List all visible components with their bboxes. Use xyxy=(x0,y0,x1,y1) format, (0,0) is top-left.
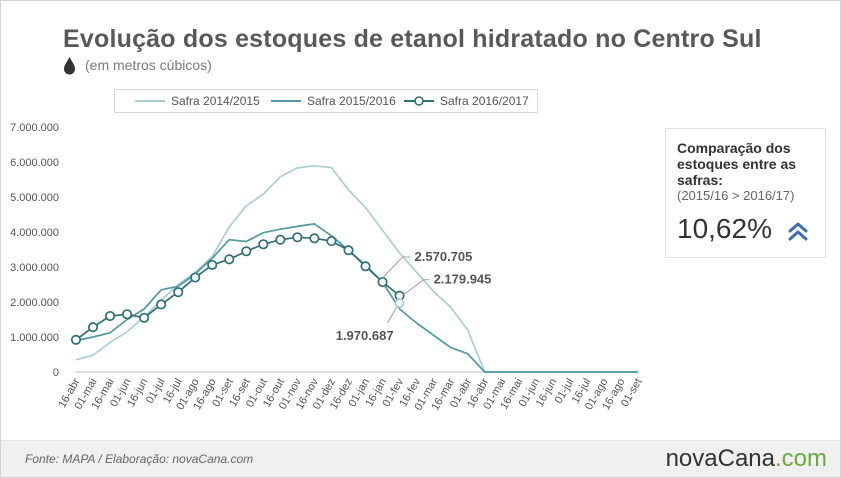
series-point xyxy=(309,233,320,244)
series-point xyxy=(207,259,218,270)
series-point xyxy=(173,287,184,298)
y-tick-label: 4.000.000 xyxy=(10,227,59,239)
comparison-value: 10,62% xyxy=(677,213,772,244)
series-point xyxy=(105,310,116,322)
axis-layer: 0 1.000.000 2.000.000 3.000.000 4.000.000 5.0… xyxy=(10,122,645,413)
comparison-card: Comparação dos estoques entre as safras:… xyxy=(665,128,826,258)
legend-label: Safra 2015/2016 xyxy=(307,94,396,108)
annotation-layer: 2.570.705 2.179.945 1.970.687 xyxy=(336,249,492,343)
comparison-title: Comparação dos estoques entre as safras: xyxy=(677,140,797,188)
series-point xyxy=(190,272,201,283)
chart-legend: Safra 2014/2015 Safra 2015/2016 Safra 20… xyxy=(114,89,538,113)
series-point xyxy=(122,309,133,320)
series-point xyxy=(258,239,269,250)
legend-swatch xyxy=(404,96,434,106)
extra-point xyxy=(394,298,405,308)
y-tick-label: 3.000.000 xyxy=(10,262,59,274)
legend-label: Safra 2016/2017 xyxy=(440,94,529,108)
comparison-subtitle: (2015/16 > 2016/17) xyxy=(677,188,795,203)
series-point xyxy=(156,299,167,310)
drop-icon xyxy=(64,57,75,75)
series-point xyxy=(326,236,337,247)
line-chart: 0 1.000.000 2.000.000 3.000.000 4.000.000 5.0… xyxy=(10,122,645,413)
series-point xyxy=(360,261,371,272)
brand-logo: novaCana.com xyxy=(666,445,827,473)
y-tick-label: 5.000.000 xyxy=(10,192,59,204)
y-tick-label: 1.000.000 xyxy=(10,332,59,344)
brand-name: novaCana xyxy=(665,445,775,472)
legend-item-2016-2017: Safra 2016/2017 xyxy=(404,90,529,112)
annotation-leader xyxy=(403,279,430,296)
legend-swatch xyxy=(271,100,301,102)
brand-tld: .com xyxy=(774,445,827,472)
y-tick-label: 6.000.000 xyxy=(10,157,59,169)
annotation-label: 1.970.687 xyxy=(336,328,394,343)
annotation-label: 2.179.945 xyxy=(434,272,492,287)
y-tick-label: 7.000.000 xyxy=(10,122,59,134)
series-line xyxy=(75,223,638,373)
page-title: Evolução dos estoques de etanol hidratad… xyxy=(63,25,762,53)
series-layer xyxy=(70,164,638,373)
series-point xyxy=(224,254,235,265)
legend-item-2014-2015: Safra 2014/2015 xyxy=(135,90,260,112)
annotation-leader xyxy=(382,256,411,279)
series-point xyxy=(70,334,82,345)
y-tick-label: 0 xyxy=(53,367,59,379)
annotation-leader xyxy=(387,306,398,324)
legend-swatch xyxy=(135,100,165,102)
annotation-label: 2.570.705 xyxy=(415,249,473,264)
legend-label: Safra 2014/2015 xyxy=(171,94,260,108)
y-tick-label: 2.000.000 xyxy=(10,297,59,309)
series-point xyxy=(292,232,303,243)
series-point xyxy=(241,246,252,257)
series-point xyxy=(87,322,99,333)
series-point xyxy=(275,234,286,245)
page-subtitle: (em metros cúbicos) xyxy=(85,57,212,73)
double-chevron-up-icon xyxy=(788,222,808,241)
legend-item-2015-2016: Safra 2015/2016 xyxy=(271,90,396,112)
source-note: Fonte: MAPA / Elaboração: novaCana.com xyxy=(25,452,254,466)
series-point xyxy=(343,245,354,256)
footer: Fonte: MAPA / Elaboração: novaCana.com n… xyxy=(1,440,840,477)
series-point xyxy=(377,276,388,288)
series-point xyxy=(139,312,150,323)
